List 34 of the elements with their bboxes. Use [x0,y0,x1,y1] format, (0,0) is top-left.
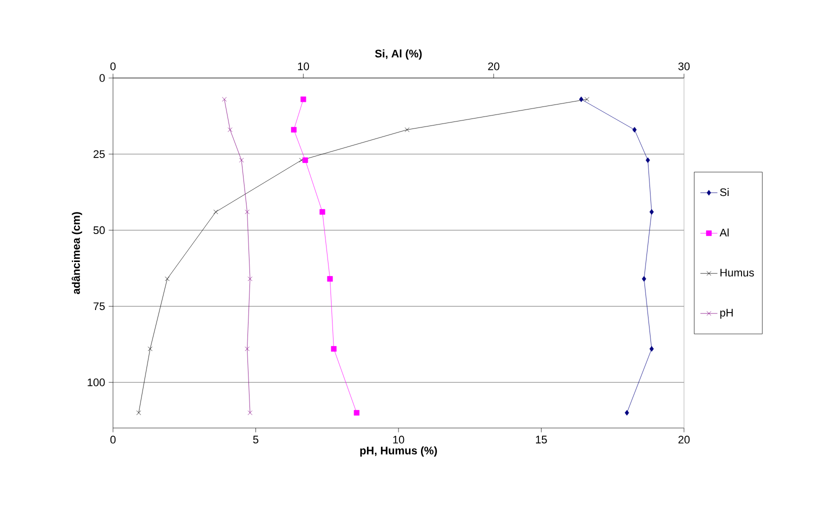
y-tick-label: 75 [94,302,105,310]
point [148,346,152,352]
y-tick-label: 50 [93,226,105,234]
x-tick-label: 20 [678,436,690,444]
x2-tick-label: 10 [298,62,309,70]
legend-label: pH [720,308,733,319]
point [213,210,218,214]
point [584,96,590,102]
point [248,410,252,416]
x2-tick-label: 0 [110,62,116,70]
x2-tick-label: 30 [678,62,690,70]
y-axis-title: adâncimea (cm) [72,212,82,294]
point [404,127,410,132]
x2-axis-title: Si, Al (%) [375,49,422,60]
x-tick-label: 5 [253,436,258,444]
y-tick-label: 100 [88,378,105,386]
legend-label: Al [720,228,729,236]
x-tick-label: 10 [393,436,404,444]
x-tick-label: 0 [110,436,116,444]
point [164,276,170,282]
point [248,276,252,282]
legend-label: Humus [720,268,754,277]
y-tick-label: 25 [94,150,105,158]
x-axis-title: pH, Humus (%) [360,446,437,457]
y-tick-label: 0 [100,74,105,82]
point [222,96,227,102]
point [136,410,142,416]
point [239,158,244,162]
point [228,127,232,132]
point [244,210,250,214]
x2-tick-label: 20 [488,62,500,70]
point [244,346,250,352]
legend-label: Si [720,188,729,196]
x-tick-label: 15 [536,436,547,444]
